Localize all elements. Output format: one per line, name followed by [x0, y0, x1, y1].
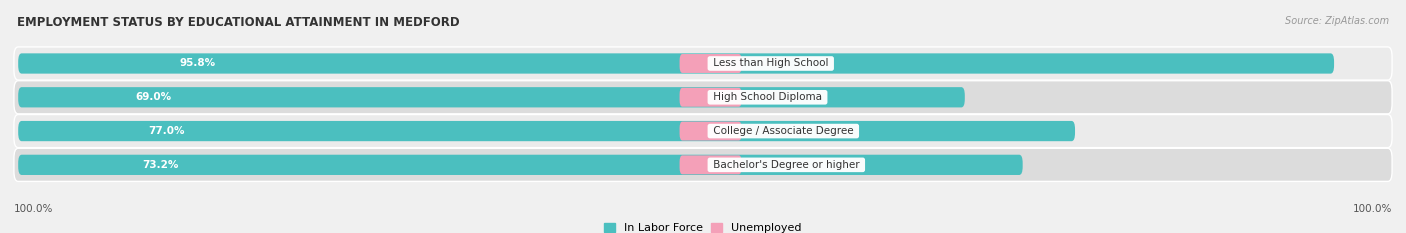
Text: 95.8%: 95.8% — [180, 58, 215, 69]
Text: College / Associate Degree: College / Associate Degree — [710, 126, 856, 136]
FancyBboxPatch shape — [18, 155, 1022, 175]
FancyBboxPatch shape — [18, 87, 965, 107]
FancyBboxPatch shape — [18, 53, 1334, 74]
Text: 100.0%: 100.0% — [1353, 204, 1392, 214]
Text: 73.2%: 73.2% — [142, 160, 179, 170]
Text: High School Diploma: High School Diploma — [710, 92, 825, 102]
FancyBboxPatch shape — [679, 54, 741, 73]
Text: 100.0%: 100.0% — [14, 204, 53, 214]
Text: Less than High School: Less than High School — [710, 58, 831, 69]
Legend: In Labor Force, Unemployed: In Labor Force, Unemployed — [605, 223, 801, 233]
FancyBboxPatch shape — [14, 81, 1392, 114]
FancyBboxPatch shape — [679, 88, 741, 107]
FancyBboxPatch shape — [679, 155, 741, 174]
Text: Bachelor's Degree or higher: Bachelor's Degree or higher — [710, 160, 863, 170]
Text: Source: ZipAtlas.com: Source: ZipAtlas.com — [1285, 16, 1389, 26]
FancyBboxPatch shape — [679, 122, 741, 140]
FancyBboxPatch shape — [14, 47, 1392, 80]
Text: 0.0%: 0.0% — [761, 58, 790, 69]
Text: 0.0%: 0.0% — [761, 126, 790, 136]
FancyBboxPatch shape — [14, 148, 1392, 182]
Text: EMPLOYMENT STATUS BY EDUCATIONAL ATTAINMENT IN MEDFORD: EMPLOYMENT STATUS BY EDUCATIONAL ATTAINM… — [17, 16, 460, 29]
Text: 69.0%: 69.0% — [135, 92, 172, 102]
Text: 0.0%: 0.0% — [761, 160, 790, 170]
Text: 77.0%: 77.0% — [148, 126, 184, 136]
FancyBboxPatch shape — [18, 121, 1076, 141]
FancyBboxPatch shape — [14, 114, 1392, 148]
Text: 0.0%: 0.0% — [761, 92, 790, 102]
